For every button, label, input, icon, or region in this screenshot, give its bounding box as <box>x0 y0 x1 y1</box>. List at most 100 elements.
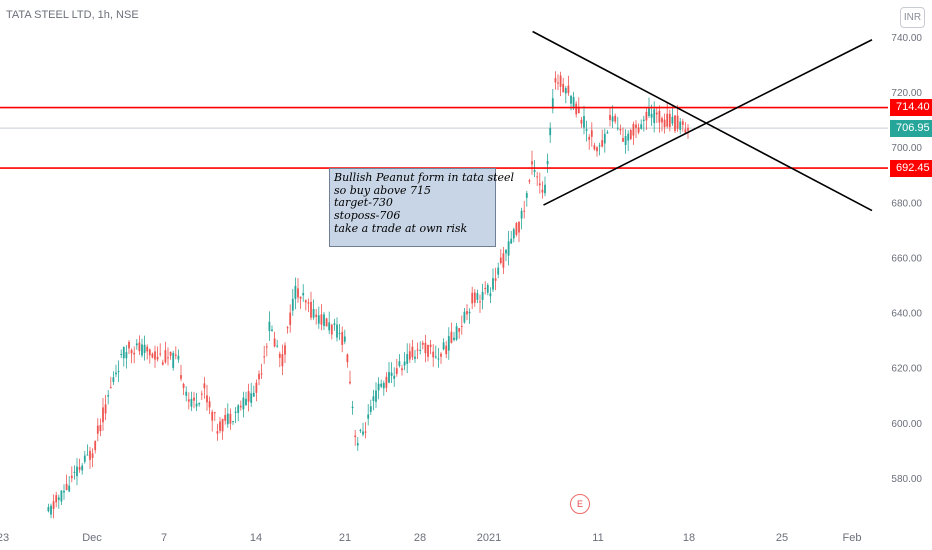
candle-body <box>642 119 645 121</box>
candle-body <box>484 287 487 290</box>
candle-body <box>385 376 388 388</box>
annotation-line: stoposs-706 <box>334 209 401 223</box>
y-tick-label: 720.00 <box>891 88 922 99</box>
candle-body <box>510 238 513 244</box>
candle-body <box>154 351 156 360</box>
candle-body <box>133 352 136 355</box>
candle-body <box>421 342 424 345</box>
candle-body <box>354 435 357 438</box>
earnings-event-marker[interactable]: E <box>570 494 590 514</box>
x-tick-label: 11 <box>592 532 603 544</box>
candle-body <box>528 180 531 182</box>
x-tick-label: Feb <box>843 532 862 544</box>
candle-body <box>317 315 320 324</box>
x-tick-label: 21 <box>339 532 351 544</box>
candle-body <box>458 328 461 332</box>
y-tick-label: 660.00 <box>891 253 922 264</box>
candle-body <box>109 387 112 389</box>
candle-body <box>440 353 442 357</box>
candle-body <box>120 354 123 356</box>
candle-body <box>635 124 637 128</box>
candle-body <box>167 357 169 359</box>
candle-body <box>419 349 422 351</box>
y-tick-label: 640.00 <box>891 309 922 320</box>
candle-body <box>76 466 78 477</box>
currency-button[interactable]: INR <box>900 7 925 28</box>
trend-line-ascending <box>543 39 873 206</box>
candle-body <box>481 291 484 301</box>
x-tick-label: 28 <box>414 532 426 544</box>
candle-body <box>211 411 214 421</box>
candle-body <box>268 321 271 331</box>
candle-body <box>401 368 403 371</box>
candle-body <box>562 83 565 93</box>
candle-body <box>351 406 354 409</box>
candle-body <box>494 278 497 281</box>
candle-body <box>78 466 81 470</box>
candle-body <box>122 347 125 359</box>
candle-body <box>453 337 455 340</box>
candle-body <box>681 121 684 125</box>
candle-body <box>359 429 362 431</box>
candle-body <box>572 97 575 107</box>
candle-body <box>346 354 349 363</box>
candle-body <box>338 333 341 335</box>
candle-body <box>674 115 676 131</box>
candle-body <box>538 183 541 186</box>
candle-body <box>193 397 195 401</box>
candle-body <box>601 140 604 147</box>
candle-body <box>115 372 117 375</box>
candle-body <box>146 346 149 352</box>
candle-body <box>216 431 219 434</box>
candle-body <box>81 465 84 471</box>
candle-body <box>473 292 476 303</box>
candle-body <box>73 471 76 473</box>
candle-body <box>645 111 648 121</box>
candle-body <box>661 118 663 123</box>
x-tick-label: Dec <box>82 532 102 544</box>
candle-body <box>668 113 671 128</box>
candle-body <box>265 346 268 348</box>
annotation-box[interactable]: Bullish Peanut form in tata steel so buy… <box>329 168 514 247</box>
candle-body <box>284 345 286 355</box>
candle-body <box>541 189 544 193</box>
candle-body <box>497 267 500 275</box>
candle-body <box>577 107 580 114</box>
candle-body <box>307 302 310 304</box>
candle-body <box>489 293 492 297</box>
candle-body <box>68 485 71 492</box>
candle-body <box>414 356 416 359</box>
candle-body <box>190 398 193 407</box>
candle-body <box>159 353 162 355</box>
x-tick-label: 18 <box>683 532 695 544</box>
candle-body <box>525 193 528 198</box>
candle-body <box>63 490 65 493</box>
candle-body <box>658 110 661 123</box>
candle-body <box>213 412 216 414</box>
candle-body <box>507 241 510 256</box>
candle-body <box>427 344 429 357</box>
candle-body <box>468 311 471 314</box>
candle-body <box>687 127 689 131</box>
candle-body <box>208 401 211 408</box>
candle-body <box>655 112 658 115</box>
candle-body <box>195 403 198 407</box>
candle-body <box>460 325 463 327</box>
candle-body <box>286 327 289 329</box>
x-tick-label: 7 <box>161 532 167 544</box>
candle-body <box>622 138 624 142</box>
candle-body <box>679 121 682 130</box>
candle-body <box>375 390 377 402</box>
candle-body <box>260 373 263 375</box>
candle-body <box>239 405 242 408</box>
candle-body <box>52 501 55 509</box>
candle-body <box>557 82 559 84</box>
trend-line-descending <box>532 30 873 212</box>
annotation-line: target-730 <box>334 196 393 210</box>
candle-body <box>273 338 276 347</box>
candle-body <box>362 431 364 435</box>
candle-body <box>619 128 622 131</box>
candle-body <box>234 411 237 413</box>
candle-body <box>395 368 398 374</box>
